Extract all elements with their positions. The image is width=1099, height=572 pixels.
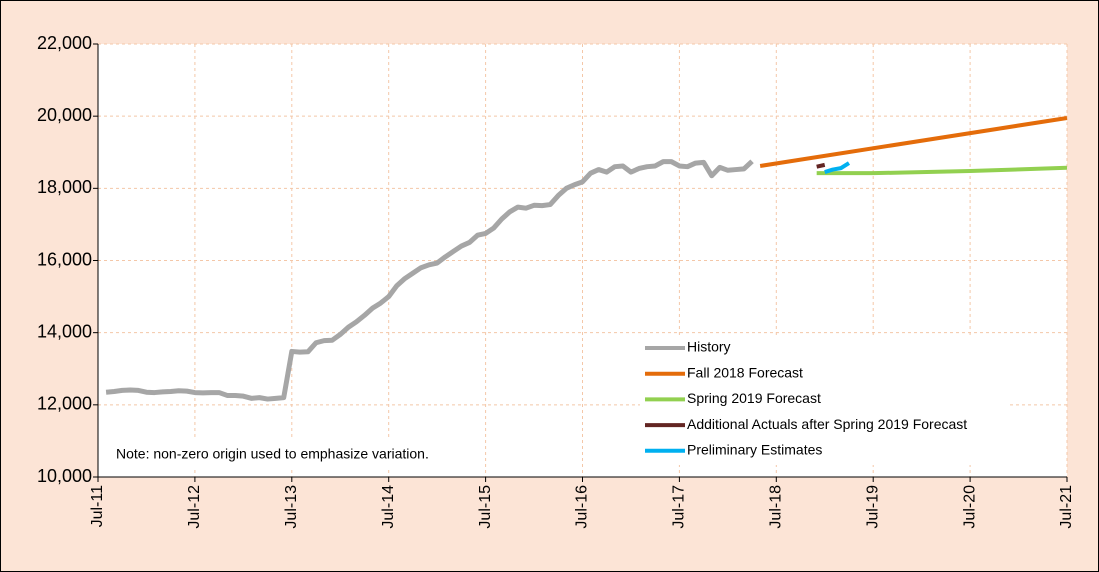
x-tick-label: Jul-20 (961, 485, 978, 529)
x-tick-label: Jul-21 (1058, 485, 1075, 529)
legend-label: Preliminary Estimates (687, 442, 822, 458)
x-tick-label: Jul-15 (477, 485, 494, 529)
legend-label: Spring 2019 Forecast (687, 390, 821, 406)
series-line (759, 115, 1068, 168)
legend-label: Additional Actuals after Spring 2019 For… (687, 416, 967, 432)
legend-box (640, 335, 1010, 465)
x-tick-label: Jul-18 (768, 485, 785, 529)
series-line (816, 165, 1068, 176)
y-tick-label: 22,000 (37, 33, 92, 53)
x-tick-label: Jul-12 (186, 485, 203, 529)
note: Note: non-zero origin used to emphasize … (116, 446, 429, 462)
y-tick-label: 18,000 (37, 177, 92, 197)
y-tick-label: 10,000 (37, 466, 92, 486)
series-line (824, 161, 851, 175)
x-tick-label: Jul-19 (864, 485, 881, 529)
note-box (110, 440, 470, 468)
x-tick-label: Jul-14 (380, 485, 397, 529)
y-tick-label: 14,000 (37, 321, 92, 341)
y-tick-label: 16,000 (37, 249, 92, 269)
y-tick-label: 20,000 (37, 105, 92, 125)
x-tick-label: Jul-17 (671, 485, 688, 529)
x-tick-label: Jul-13 (283, 485, 300, 529)
y-tick-label: 12,000 (37, 394, 92, 414)
x-tick-label: Jul-16 (574, 485, 591, 529)
legend-label: History (687, 339, 731, 355)
series-line (105, 159, 754, 402)
legend-label: Fall 2018 Forecast (687, 364, 803, 380)
x-tick-label: Jul-11 (89, 485, 106, 527)
series-line (816, 162, 826, 169)
